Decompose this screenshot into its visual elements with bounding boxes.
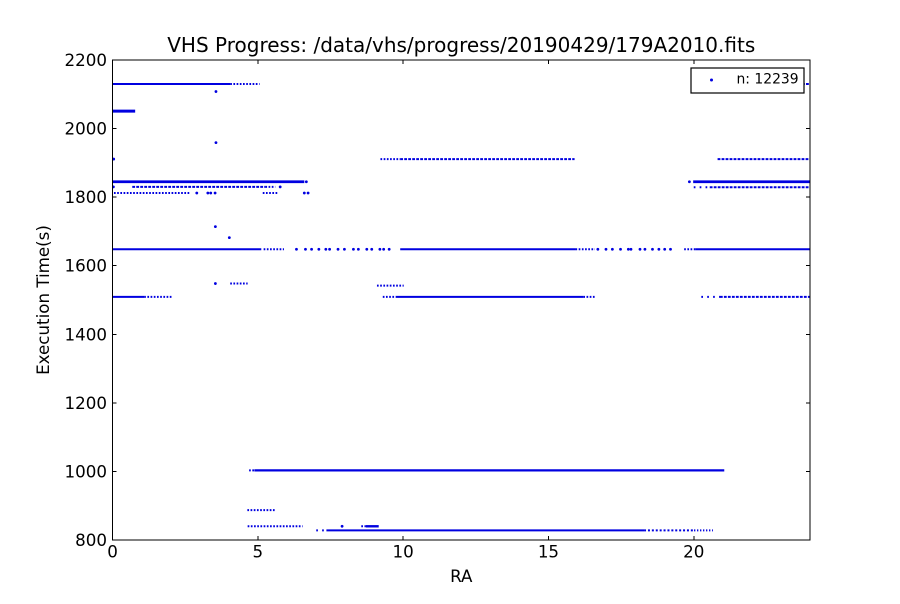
- x-tick-label: 10: [393, 542, 414, 562]
- data-point: [306, 191, 310, 195]
- data-point: [651, 247, 654, 251]
- data-point: [213, 282, 217, 285]
- data-point: [387, 247, 391, 251]
- data-point: [214, 90, 218, 93]
- legend-box: [690, 67, 805, 94]
- data-point: [604, 247, 608, 251]
- data-point: [304, 247, 307, 251]
- data-point: [328, 247, 331, 251]
- data-point: [340, 524, 344, 528]
- data-point: [352, 247, 355, 251]
- y-tick-label: 1400: [65, 324, 107, 344]
- data-point: [663, 247, 667, 251]
- data-point: [213, 225, 217, 229]
- tick-labels-layer: 0 5 10 15 20 800 1000 1200 1400 1600 1800 2000 2200: [65, 50, 705, 562]
- axes-frame: [112, 59, 811, 541]
- data-point: [596, 247, 600, 251]
- x-axis-label: RA: [450, 566, 473, 586]
- y-tick-label: 1200: [65, 393, 107, 413]
- x-tick-label: 20: [683, 542, 704, 562]
- data-point: [112, 185, 115, 189]
- data-points-layer: [112, 83, 810, 532]
- data-point: [638, 247, 642, 251]
- y-tick-label: 1800: [65, 187, 107, 207]
- data-point: [669, 247, 672, 251]
- data-point: [370, 247, 374, 251]
- data-point: [365, 247, 369, 251]
- y-tick-label: 1000: [65, 461, 107, 481]
- data-point: [310, 247, 313, 251]
- data-point: [278, 185, 282, 189]
- x-tick-label: 15: [538, 542, 559, 562]
- y-tick-label: 2000: [65, 119, 107, 139]
- x-tick-label: 0: [107, 542, 118, 562]
- y-tick-label: 2200: [65, 50, 107, 70]
- data-point: [619, 247, 622, 251]
- data-point: [304, 180, 308, 184]
- legend-label: n: 12239: [737, 72, 799, 88]
- data-point: [209, 191, 213, 195]
- y-tick-label: 1600: [65, 256, 107, 276]
- data-point: [382, 247, 386, 251]
- legend-marker-icon: [710, 78, 713, 82]
- data-point: [657, 247, 661, 251]
- data-point: [356, 247, 360, 251]
- data-point: [378, 247, 382, 251]
- data-point: [324, 247, 328, 251]
- chart-title: VHS Progress: /data/vhs/progress/2019042…: [167, 33, 755, 57]
- data-point: [687, 180, 691, 184]
- axes-layer: [112, 59, 811, 541]
- data-point: [214, 141, 218, 145]
- data-point: [295, 247, 298, 251]
- data-point: [629, 247, 633, 251]
- data-point: [643, 247, 647, 251]
- legend: n: 12239: [690, 67, 805, 94]
- data-point: [336, 247, 340, 251]
- data-point: [626, 247, 630, 251]
- data-point: [343, 247, 346, 251]
- y-tick-label: 800: [75, 530, 107, 550]
- x-tick-label: 5: [253, 542, 264, 562]
- data-point: [206, 191, 210, 195]
- data-point: [302, 191, 306, 195]
- data-point: [227, 236, 231, 240]
- data-point: [610, 247, 614, 251]
- data-point: [317, 247, 321, 251]
- y-axis-label: Execution Time(s): [33, 225, 53, 375]
- data-point: [213, 191, 217, 195]
- data-point: [195, 191, 199, 195]
- data-point: [112, 157, 116, 161]
